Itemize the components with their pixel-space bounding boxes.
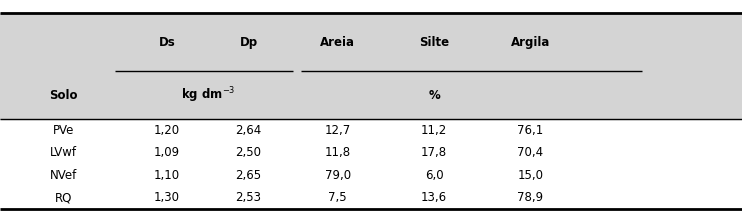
Text: 13,6: 13,6 <box>421 191 447 204</box>
Text: 2,53: 2,53 <box>235 191 262 204</box>
Text: Argila: Argila <box>510 36 551 49</box>
Text: Silte: Silte <box>419 36 449 49</box>
Text: 11,8: 11,8 <box>324 146 351 159</box>
Text: 7,5: 7,5 <box>328 191 347 204</box>
Text: 70,4: 70,4 <box>517 146 544 159</box>
Text: RQ: RQ <box>54 191 72 204</box>
Text: 78,9: 78,9 <box>517 191 544 204</box>
Text: kg dm$^{-3}$: kg dm$^{-3}$ <box>180 85 235 105</box>
Text: 11,2: 11,2 <box>421 124 447 137</box>
Text: PVe: PVe <box>53 124 73 137</box>
Text: 79,0: 79,0 <box>324 169 351 182</box>
Text: 1,10: 1,10 <box>154 169 180 182</box>
Text: Dp: Dp <box>240 36 257 49</box>
Text: 1,20: 1,20 <box>154 124 180 137</box>
Text: NVef: NVef <box>50 169 76 182</box>
Text: 6,0: 6,0 <box>424 169 444 182</box>
Text: 1,09: 1,09 <box>154 146 180 159</box>
Text: 2,65: 2,65 <box>235 169 262 182</box>
Bar <box>0 13 742 119</box>
Text: 76,1: 76,1 <box>517 124 544 137</box>
Text: 2,50: 2,50 <box>235 146 262 159</box>
Text: Solo: Solo <box>49 89 77 102</box>
Text: 12,7: 12,7 <box>324 124 351 137</box>
Text: %: % <box>428 89 440 102</box>
Text: 15,0: 15,0 <box>517 169 544 182</box>
Text: Areia: Areia <box>320 36 355 49</box>
Text: 17,8: 17,8 <box>421 146 447 159</box>
Text: 2,64: 2,64 <box>235 124 262 137</box>
Text: 1,30: 1,30 <box>154 191 180 204</box>
Text: LVwf: LVwf <box>50 146 76 159</box>
Text: Ds: Ds <box>159 36 175 49</box>
